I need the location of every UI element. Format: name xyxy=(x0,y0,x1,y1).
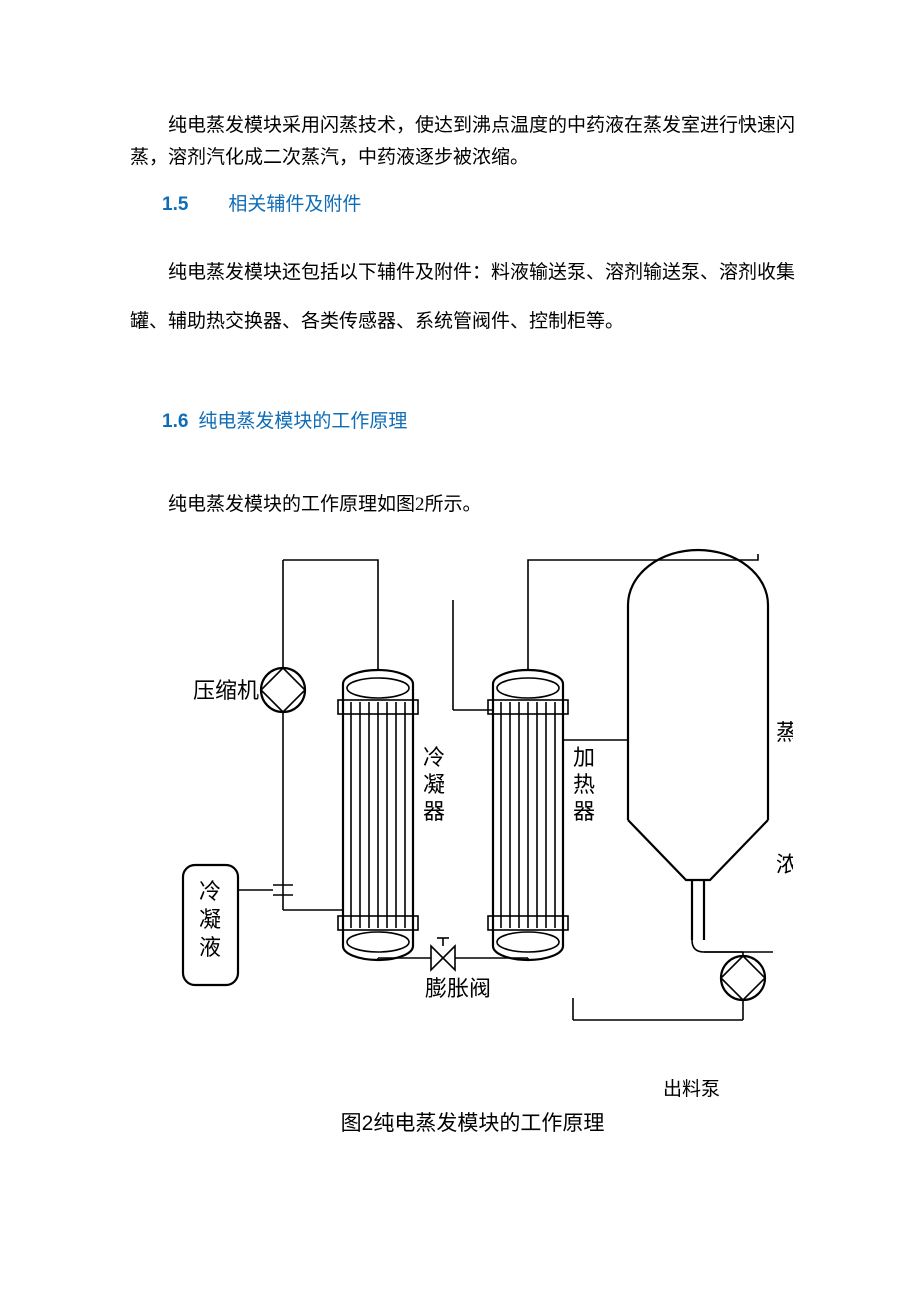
section-1-5-body: 纯电蒸发模块还包括以下辅件及附件：料液输送泵、溶剂输送泵、溶剂收集罐、辅助热交换… xyxy=(130,248,815,347)
svg-text:热: 热 xyxy=(573,772,595,797)
svg-text:加: 加 xyxy=(573,745,595,770)
heading-text: 纯电蒸发模块的工作原理 xyxy=(198,406,407,433)
heading-1-5: 1.5 相关辅件及附件 xyxy=(162,189,815,216)
svg-text:凝: 凝 xyxy=(199,907,221,932)
intro-paragraph: 纯电蒸发模块采用闪蒸技术，使达到沸点温度的中药液在蒸发室进行快速闪蒸，溶剂汽化成… xyxy=(130,110,815,175)
figure-2: 压缩机冷凝器加热器蒸发室浓缩液冷凝液膨胀阀 出料泵 图2纯电蒸发模块的工作原理 xyxy=(130,540,815,1137)
svg-text:器: 器 xyxy=(423,799,445,824)
svg-text:压缩机: 压缩机 xyxy=(193,678,259,703)
spacer xyxy=(130,443,815,489)
heading-number: 1.5 xyxy=(162,194,188,216)
svg-text:蒸发室: 蒸发室 xyxy=(776,720,793,745)
heading-number: 1.6 xyxy=(162,411,188,433)
pump-label: 出料泵 xyxy=(130,1074,815,1101)
svg-text:凝: 凝 xyxy=(423,772,445,797)
figure-2-diagram: 压缩机冷凝器加热器蒸发室浓缩液冷凝液膨胀阀 xyxy=(153,540,793,1070)
svg-text:器: 器 xyxy=(573,799,595,824)
svg-text:液: 液 xyxy=(199,935,221,960)
heading-1-6: 1.6 纯电蒸发模块的工作原理 xyxy=(162,406,815,433)
svg-text:冷: 冷 xyxy=(423,745,445,770)
spacer xyxy=(130,346,815,392)
figure-caption: 图2纯电蒸发模块的工作原理 xyxy=(130,1107,815,1137)
section-1-6-body: 纯电蒸发模块的工作原理如图2所示。 xyxy=(130,489,815,521)
heading-text: 相关辅件及附件 xyxy=(228,189,361,216)
svg-text:浓缩液: 浓缩液 xyxy=(776,852,793,877)
svg-text:冷: 冷 xyxy=(199,879,221,904)
page: 纯电蒸发模块采用闪蒸技术，使达到沸点温度的中药液在蒸发室进行快速闪蒸，溶剂汽化成… xyxy=(0,0,920,1301)
svg-text:膨胀阀: 膨胀阀 xyxy=(425,976,491,1001)
spacer xyxy=(130,226,815,248)
